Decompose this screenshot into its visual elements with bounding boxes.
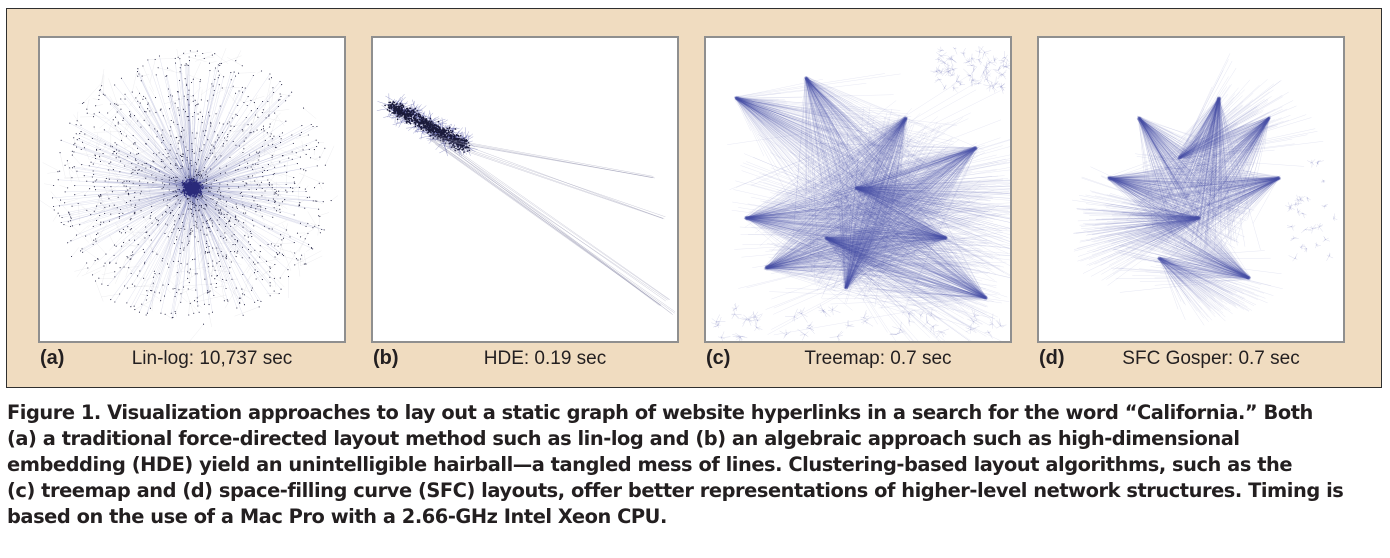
caption-line-1: Figure 1. Visualization approaches to la… (7, 400, 1385, 426)
panel-b-caption: HDE: 0.19 sec (483, 348, 607, 369)
hde-graph-image (376, 93, 676, 316)
figure-caption: Figure 1. Visualization approaches to la… (7, 400, 1385, 530)
panel-a: (a) Lin-log: 10,737 sec (38, 9, 346, 389)
panel-b: (b) HDE: 0.19 sec (371, 9, 679, 389)
panel-d: (d) SFC Gosper: 0.7 sec (1037, 9, 1345, 389)
panel-c-image (704, 36, 1012, 343)
panel-a-letter: (a) (40, 347, 65, 369)
caption-label: Figure 1. (7, 401, 101, 424)
panel-c-letter: (c) (706, 347, 731, 369)
panel-b-letter: (b) (373, 347, 399, 369)
panel-d-letter: (d) (1039, 347, 1065, 369)
caption-line-4: (c) treemap and (d) space-filling curve … (7, 479, 1344, 502)
linlog-graph-image (40, 48, 338, 341)
panel-b-image (371, 36, 679, 343)
caption-line-5: based on the use of a Mac Pro with a 2.6… (7, 505, 667, 528)
panel-d-image (1037, 36, 1345, 343)
caption-text-1: Visualization approaches to lay out a st… (100, 401, 1313, 424)
sfc-gosper-graph-image (1072, 53, 1338, 326)
panel-c-caption: Treemap: 0.7 sec (804, 348, 952, 369)
caption-line-3: embedding (HDE) yield an unintelligible … (7, 453, 1293, 476)
panel-c: (c) Treemap: 0.7 sec (704, 9, 1012, 389)
treemap-graph-image (711, 45, 1010, 341)
panel-d-caption: SFC Gosper: 0.7 sec (1122, 348, 1300, 369)
panel-a-caption: Lin-log: 10,737 sec (131, 348, 293, 369)
panel-a-image (38, 36, 346, 343)
figure-frame: (a) Lin-log: 10,737 sec (b) HDE: 0.19 se… (6, 8, 1382, 388)
caption-line-2: (a) a traditional force-directed layout … (7, 427, 1240, 450)
